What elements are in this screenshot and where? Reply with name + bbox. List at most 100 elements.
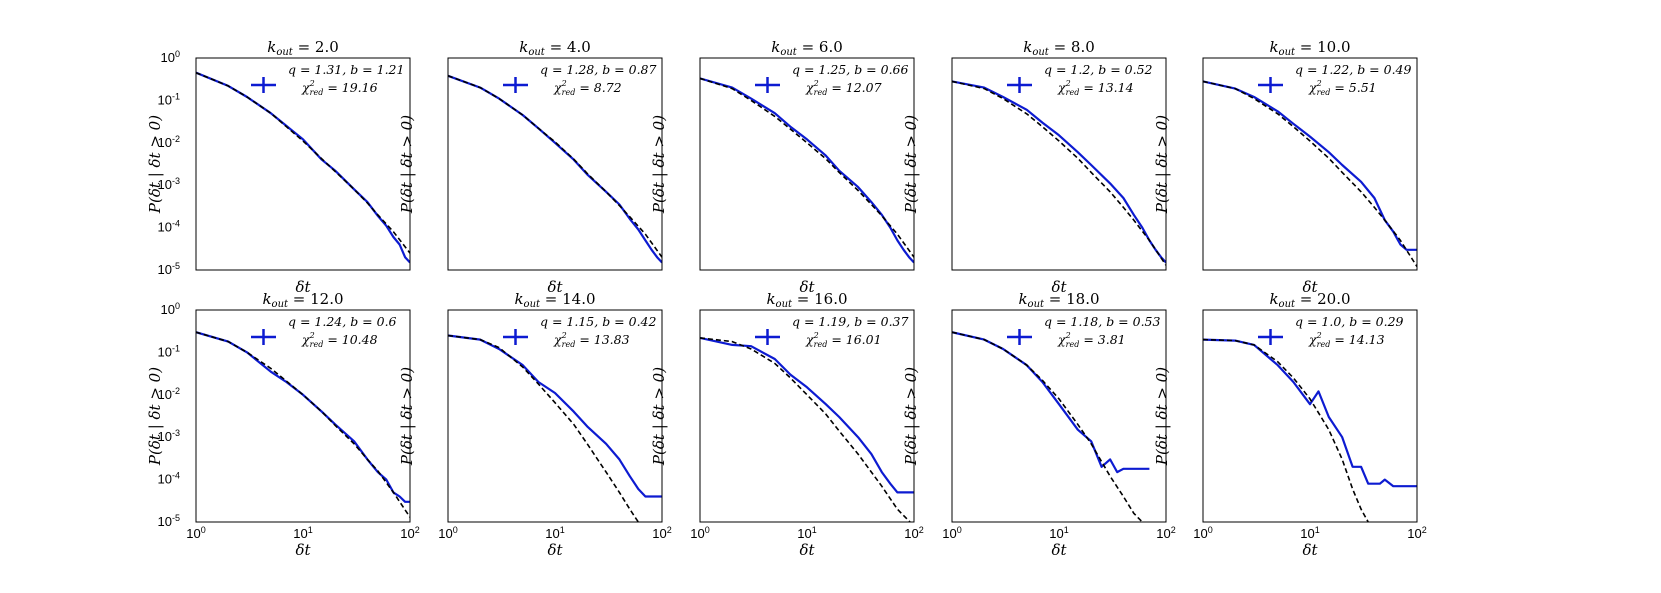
chi-sub: red [310, 340, 324, 349]
title-value: = 6.0 [797, 38, 843, 56]
fit-line [448, 334, 639, 522]
chi-sub: red [814, 88, 828, 97]
x-tick-label: 100 [438, 525, 457, 541]
legend-chi2: χ2 red = 13.83 [553, 331, 630, 349]
legend-chi2: χ2 red = 16.01 [805, 331, 882, 349]
plot-frame [447, 57, 663, 271]
chi-value: = 19.16 [323, 80, 377, 95]
panel-title: kout = 20.0 [1269, 290, 1350, 310]
title-sub: out [528, 47, 545, 58]
data-line [448, 74, 662, 264]
x-tick-label: 101 [1049, 525, 1068, 541]
chi-sub: red [1317, 340, 1331, 349]
legend-chi2: χ2 red = 8.72 [553, 79, 622, 97]
x-tick-label: 102 [904, 525, 923, 541]
chi-symbol: χ [553, 80, 563, 95]
x-tick-label: 101 [293, 525, 312, 541]
title-k: k [262, 290, 271, 308]
data-line [1203, 338, 1417, 488]
fit-line [196, 71, 410, 254]
x-axis-label: δt [295, 541, 311, 559]
chi-symbol: χ [1308, 80, 1318, 95]
title-sub: out [1028, 299, 1045, 310]
panel-title: kout = 16.0 [766, 290, 847, 310]
x-axis-label: δt [295, 278, 311, 296]
fit-line [448, 75, 662, 258]
chi-sup: 2 [1316, 79, 1322, 88]
chi-sup: 2 [561, 79, 567, 88]
x-tick-label: 100 [690, 525, 709, 541]
legend-params: q = 1.31, b = 1.21 [288, 62, 404, 77]
title-sub: out [776, 299, 793, 310]
x-tick-label: 101 [797, 525, 816, 541]
title-k: k [514, 290, 523, 308]
chi-sup: 2 [813, 79, 819, 88]
panel-title: kout = 14.0 [514, 290, 595, 310]
title-k: k [771, 38, 780, 56]
title-value: = 10.0 [1295, 38, 1351, 56]
x-tick-label: 100 [186, 525, 205, 541]
panel-6: kout = 12.0 q = 1.24, b = 0.6 χ2 red = 10.4… [146, 290, 420, 559]
title-k: k [1269, 38, 1278, 56]
chi-sub: red [1066, 88, 1080, 97]
chi-symbol: χ [553, 332, 563, 347]
x-tick-label: 102 [652, 525, 671, 541]
data-line [1203, 80, 1417, 251]
y-tick-label: 10-1 [158, 343, 180, 359]
chi-value: = 13.83 [575, 332, 629, 347]
fit-line [952, 80, 1166, 266]
chi-sup: 2 [1065, 79, 1071, 88]
title-value: = 14.0 [540, 290, 596, 308]
plot-frame [951, 309, 1167, 523]
x-axis-label: δt [1302, 541, 1318, 559]
y-tick-label: 10-5 [158, 513, 180, 529]
y-axis-label: P(δt | δt > 0) [1153, 115, 1171, 214]
x-axis-label: δt [1051, 278, 1067, 296]
chi-sub: red [1066, 340, 1080, 349]
y-axis-label: P(δt | δt > 0) [146, 367, 164, 466]
y-axis-label: P(δt | δt > 0) [902, 115, 920, 214]
x-tick-label: 100 [1193, 525, 1212, 541]
title-sub: out [524, 299, 541, 310]
chi-symbol: χ [1308, 332, 1318, 347]
chi-sup: 2 [1316, 331, 1322, 340]
y-axis-label: P(δt | δt > 0) [146, 115, 164, 214]
panel-8: kout = 16.0 q = 1.19, b = 0.37 χ2 red = 16.… [650, 290, 924, 559]
y-axis-label: P(δt | δt > 0) [902, 367, 920, 466]
legend-chi2: χ2 red = 13.14 [1057, 79, 1134, 97]
data-line [952, 331, 1150, 474]
chi-sup: 2 [309, 331, 315, 340]
chi-value: = 10.48 [323, 332, 377, 347]
legend-chi2: χ2 red = 19.16 [301, 79, 378, 97]
panel-title: kout = 10.0 [1269, 38, 1350, 58]
x-tick-label: 102 [1156, 525, 1175, 541]
title-sub: out [1032, 47, 1049, 58]
legend-params: q = 1.25, b = 0.66 [792, 62, 909, 77]
panel-title: kout = 18.0 [1018, 290, 1099, 310]
x-axis-label: δt [1051, 541, 1067, 559]
panel-title: kout = 4.0 [519, 38, 591, 58]
panel-7: kout = 14.0 q = 1.15, b = 0.42 χ2 red = 13.… [398, 290, 672, 559]
legend-chi2: χ2 red = 5.51 [1308, 79, 1377, 97]
chi-symbol: χ [805, 332, 815, 347]
fit-line [1203, 338, 1369, 522]
y-tick-label: 10-5 [158, 261, 180, 277]
chi-sub: red [1317, 88, 1331, 97]
title-sub: out [276, 47, 293, 58]
chi-sup: 2 [561, 331, 567, 340]
fit-line [952, 331, 1143, 522]
y-axis-label: P(δt | δt > 0) [1153, 367, 1171, 466]
y-tick-label: 10-3 [158, 176, 180, 192]
panel-1: kout = 2.0 q = 1.31, b = 1.21 χ2 red = 19.1… [146, 38, 411, 296]
title-k: k [1018, 290, 1027, 308]
data-line [448, 334, 662, 498]
panel-10: kout = 20.0 q = 1.0, b = 0.29 χ2 red = 14.1… [1153, 290, 1427, 559]
chi-value: = 8.72 [575, 80, 621, 95]
data-line [952, 80, 1166, 264]
chi-symbol: χ [1057, 332, 1067, 347]
legend-params: q = 1.22, b = 0.49 [1295, 62, 1412, 77]
x-tick-label: 100 [942, 525, 961, 541]
legend-params: q = 1.2, b = 0.52 [1044, 62, 1153, 77]
data-line [700, 336, 914, 494]
